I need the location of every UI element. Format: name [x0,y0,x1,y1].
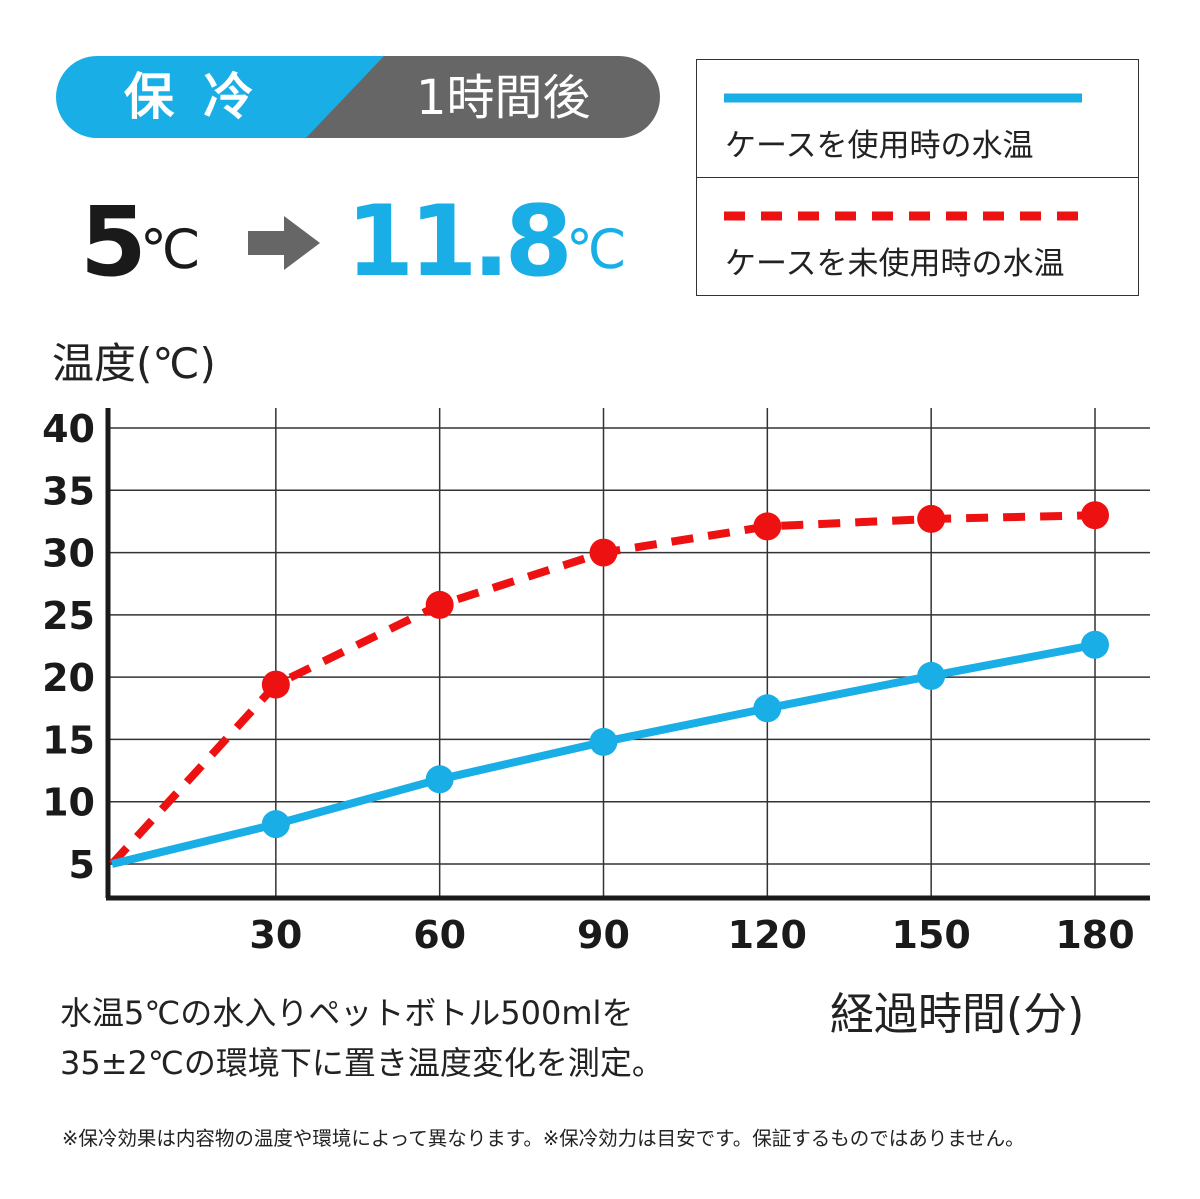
data-point-with-case-30 [261,810,290,839]
y-tick-label: 10 [42,781,95,825]
data-point-with-case-180 [1081,630,1109,659]
legend-label-with-case: ケースを使用時の水温 [725,128,1034,164]
data-point-without-case-120 [753,512,782,541]
y-tick-labels: 5 10 15 20 25 30 35 40 [42,407,95,887]
chart-series [109,501,1109,868]
measurement-note-line-1: 水温5℃の水入りペットボトル500mlを [60,994,634,1032]
measurement-note-line-2: 35±2℃の環境下に置き温度変化を測定。 [60,1044,664,1082]
y-tick-label: 35 [42,469,95,513]
data-point-without-case-150 [917,504,946,533]
x-tick-label: 150 [892,913,971,957]
y-tick-label: 30 [42,532,95,576]
badge-left-label: 保 冷 [124,68,259,126]
badge-right-bg [306,56,660,138]
data-point-with-case-150 [917,661,946,690]
temperature-result: 5 ℃ 11.8 ℃ [60,184,680,300]
badge-right-label: 1時間後 [416,70,591,126]
cooling-badge: 保 冷 1時間後 [56,56,660,138]
data-point-without-case-30 [261,670,290,699]
x-tick-label: 120 [728,913,807,957]
badge-left-bg [56,56,384,138]
legend-solid-line [724,93,1082,103]
legend-item-with-case: ケースを使用時の水温 [697,60,1138,178]
y-axis-label: 温度(℃) [52,339,216,388]
x-tick-label: 180 [1055,913,1134,957]
chart-grid [108,408,1150,898]
x-tick-label: 30 [249,913,302,957]
legend-item-without-case: ケースを未使用時の水温 [697,178,1138,296]
data-point-with-case-90 [589,727,618,756]
x-tick-label: 60 [413,913,466,957]
legend-label-without-case: ケースを未使用時の水温 [725,246,1065,282]
y-tick-label: 40 [42,407,95,451]
disclaimer-text: ※保冷効果は内容物の温度や環境によって異なります。※保冷効力は目安です。保証する… [62,1127,1025,1150]
x-tick-labels: 30 60 90 120 150 180 [249,913,1134,957]
data-point-without-case-180 [1081,501,1109,530]
x-tick-label: 90 [577,913,630,957]
end-temperature: 11.8 [346,185,573,299]
y-tick-label: 20 [42,656,95,700]
start-temperature: 5 [80,186,147,298]
data-point-without-case-60 [425,590,454,619]
y-tick-label: 5 [69,843,95,887]
arrow-right-icon [248,216,320,270]
data-point-without-case-90 [589,538,618,567]
legend-dashed-line [724,211,1082,221]
start-temperature-unit: ℃ [140,218,201,281]
y-tick-label: 25 [42,594,95,638]
y-tick-label: 15 [42,718,95,762]
data-point-with-case-120 [753,694,782,723]
end-temperature-unit: ℃ [566,218,627,281]
x-axis-label: 経過時間(分) [830,989,1085,1040]
chart-axes [105,408,1150,901]
data-point-with-case-60 [425,765,454,794]
chart-legend: ケースを使用時の水温 ケースを未使用時の水温 [696,59,1139,296]
